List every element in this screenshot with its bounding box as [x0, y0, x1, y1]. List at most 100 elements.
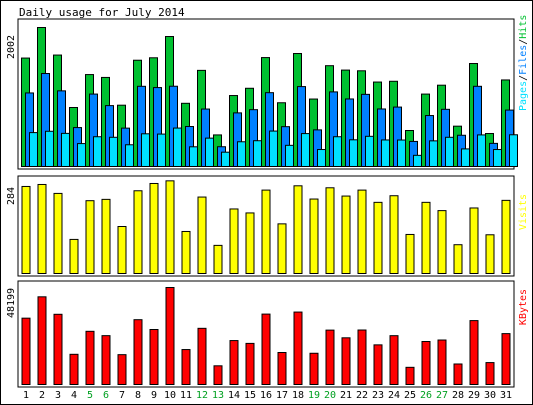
- pages-bar: [269, 130, 278, 168]
- x-tick-label: 17: [276, 390, 288, 401]
- visits-bar: [181, 230, 191, 274]
- visits-bar: [245, 212, 255, 274]
- pages-bar: [413, 154, 422, 168]
- visits-bar: [437, 210, 447, 275]
- kbytes-bar: [405, 366, 415, 385]
- x-tick-label: 12: [196, 390, 208, 401]
- pages-bar: [173, 127, 182, 167]
- x-tick-label: 20: [324, 390, 336, 401]
- visits-bar: [453, 244, 463, 275]
- x-tick-label: 4: [71, 390, 77, 401]
- visits-bar: [85, 200, 95, 274]
- kbytes-bar: [197, 327, 207, 386]
- pages-bar: [93, 136, 102, 168]
- visits-panel-frame: [17, 175, 515, 277]
- kbytes-bar: [453, 363, 463, 385]
- kbytes-bar: [501, 333, 511, 385]
- x-tick-label: 27: [436, 390, 448, 401]
- hits-axis-label: Pages/Files/Hits: [518, 15, 529, 111]
- visits-max-label: 284: [6, 187, 17, 205]
- kbytes-bar: [309, 352, 319, 386]
- x-tick-label: 29: [468, 390, 480, 401]
- visits-bar: [501, 199, 511, 275]
- x-tick-label: 22: [356, 390, 368, 401]
- kbytes-bar: [437, 339, 447, 385]
- pages-bar: [493, 149, 502, 167]
- kbytes-bar: [53, 313, 63, 385]
- pages-bar: [285, 144, 294, 167]
- visits-bar: [341, 195, 351, 274]
- x-tick-label: 21: [340, 390, 352, 401]
- pages-bar: [397, 139, 406, 168]
- kbytes-axis-label: KBytes: [518, 289, 529, 325]
- kbytes-bar: [229, 340, 239, 386]
- x-tick-label: 5: [87, 390, 93, 401]
- kbytes-bar: [421, 341, 431, 385]
- visits-bar: [117, 226, 127, 275]
- kbytes-bar: [325, 329, 335, 386]
- visits-bar: [485, 234, 495, 275]
- x-tick-label: 28: [452, 390, 464, 401]
- x-tick-label: 9: [151, 390, 157, 401]
- x-tick-label: 16: [260, 390, 272, 401]
- kbytes-bar: [293, 311, 303, 386]
- kbytes-bar: [277, 352, 287, 385]
- kbytes-bar: [85, 330, 95, 386]
- kbytes-bar: [469, 320, 479, 385]
- visits-bar: [357, 189, 367, 274]
- visits-bar: [469, 207, 479, 274]
- pages-bar: [205, 137, 214, 167]
- x-tick-label: 23: [372, 390, 384, 401]
- visits-bar: [229, 208, 239, 274]
- pages-bar: [125, 144, 134, 167]
- x-tick-label: 30: [484, 390, 496, 401]
- pages-bar: [381, 139, 390, 168]
- visits-bar: [53, 192, 63, 274]
- x-tick-label: 26: [420, 390, 432, 401]
- kbytes-bar: [389, 335, 399, 385]
- pages-bar: [365, 135, 374, 167]
- hits-max-label: 2002: [6, 35, 17, 59]
- visits-bar: [373, 201, 383, 275]
- pages-bar: [109, 136, 118, 167]
- kbytes-bar: [21, 317, 31, 385]
- x-tick-label: 7: [119, 390, 125, 401]
- visits-bar: [405, 233, 415, 274]
- kbytes-bar: [341, 337, 351, 386]
- x-tick-label: 24: [388, 390, 400, 401]
- visits-bar: [37, 183, 47, 274]
- kbytes-bar: [133, 319, 143, 385]
- kbytes-bar: [485, 362, 495, 386]
- pages-bar: [253, 140, 262, 167]
- hits-axis-label-part: Hits: [518, 15, 529, 39]
- x-tick-label: 15: [244, 390, 256, 401]
- pages-bar: [461, 148, 470, 168]
- x-tick-label: 10: [164, 390, 176, 401]
- visits-bar: [21, 185, 31, 274]
- pages-bar: [157, 133, 166, 167]
- pages-bar: [221, 151, 230, 168]
- visits-bar: [277, 223, 287, 275]
- x-tick-label: 18: [292, 390, 304, 401]
- kbytes-bar: [37, 296, 47, 385]
- x-tick-label: 11: [180, 390, 192, 401]
- visits-bar: [389, 195, 399, 275]
- x-tick-label: 8: [135, 390, 141, 401]
- visits-bar: [133, 190, 143, 274]
- pages-bar: [477, 134, 486, 167]
- pages-bar: [445, 136, 454, 167]
- visits-bar: [101, 198, 111, 274]
- kbytes-bar: [181, 349, 191, 385]
- hits-axis-label-part: Pages: [518, 81, 529, 111]
- x-tick-label: 25: [404, 390, 416, 401]
- x-tick-label: 19: [308, 390, 320, 401]
- kbytes-bar: [117, 354, 127, 385]
- kbytes-bar: [245, 342, 255, 386]
- pages-bar: [61, 132, 70, 168]
- visits-bar: [197, 196, 207, 275]
- x-tick-label: 2: [39, 390, 45, 401]
- hits-panel-frame: [17, 18, 515, 170]
- hits-axis-label-separator: /: [518, 39, 529, 45]
- visits-bar: [69, 238, 79, 275]
